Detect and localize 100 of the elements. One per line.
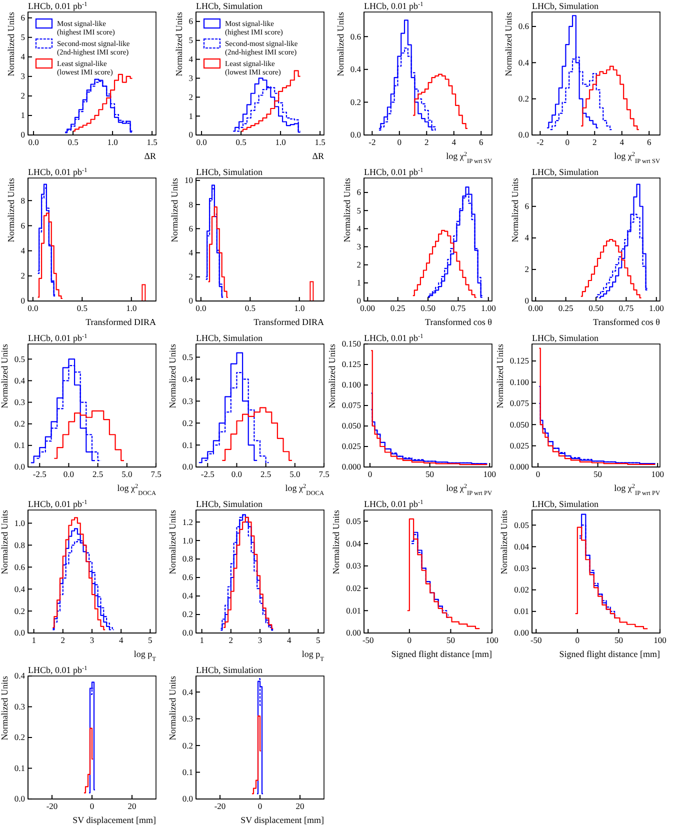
x-tick-label: 1 xyxy=(32,635,36,646)
x-axis-title: Signed flight distance [mm] xyxy=(559,649,660,659)
y-tick-label: 0.4 xyxy=(518,57,530,68)
y-tick-label: 0.000 xyxy=(510,462,529,472)
y-axis-title: Normalized Units xyxy=(499,510,510,574)
x-tick-label: 0.0 xyxy=(196,137,207,148)
y-tick-label: 2 xyxy=(188,92,193,102)
x-tick-label: 1.5 xyxy=(146,137,158,148)
y-tick-label: 6 xyxy=(20,220,25,230)
y-tick-label: 0.0 xyxy=(14,628,25,638)
x-tick-label: -50 xyxy=(362,635,374,646)
x-tick-label: 50 xyxy=(614,635,623,646)
y-tick-label: 0.2 xyxy=(182,609,193,620)
y-tick-label: 6 xyxy=(524,201,529,212)
y-axis-title: Normalized Units xyxy=(170,178,180,242)
x-tick-label: 0.25 xyxy=(558,303,574,314)
x-tick-label: 0.75 xyxy=(618,303,634,314)
chart-title: LHCb, 0.01 pb$^{-1}$ xyxy=(364,498,424,509)
x-tick-label: 0.0 xyxy=(28,137,39,148)
x-tick-label: 6 xyxy=(646,137,652,148)
x-axis-title: log p$_{T}$ xyxy=(134,649,156,662)
x-tick-label: 100 xyxy=(483,469,496,480)
x-tick-label: 1.0 xyxy=(294,303,305,314)
y-tick-label: 0.4 xyxy=(14,375,26,386)
y-axis-title: Normalized Units xyxy=(0,510,10,574)
x-tick-label: 2.5 xyxy=(92,469,104,480)
x-tick-label: 4 xyxy=(620,137,625,148)
y-tick-label: 0.125 xyxy=(510,356,529,366)
x-tick-label: 0.5 xyxy=(76,303,88,314)
x-tick-label: 0.0 xyxy=(63,469,74,480)
y-tick-label: 5 xyxy=(20,32,25,42)
y-tick-label: 3 xyxy=(356,241,361,252)
x-tick-label: 0 xyxy=(90,801,94,812)
y-tick-label: 1.0 xyxy=(14,518,25,528)
y-tick-label: 0.3 xyxy=(14,396,25,407)
y-tick-label: 2 xyxy=(20,270,25,281)
y-axis-title: Normalized Units xyxy=(167,676,178,740)
chart-title: LHCb, 0.01 pb$^{-1}$ xyxy=(364,332,424,343)
y-tick-label: 5 xyxy=(356,205,361,216)
y-tick-label: 0.00 xyxy=(514,628,529,638)
x-tick-label: 2 xyxy=(60,635,66,646)
y-tick-label: 0.8 xyxy=(14,540,25,550)
y-tick-label: 0.4 xyxy=(14,670,26,681)
y-tick-label: 4 xyxy=(188,247,194,258)
x-tick-label: 0.50 xyxy=(588,303,604,314)
y-tick-label: 8 xyxy=(20,195,25,206)
y-tick-label: 0.100 xyxy=(510,376,529,387)
x-axis-title: Transformed cos θ xyxy=(593,317,660,327)
chart-title: LHCb, 0.01 pb$^{-1}$ xyxy=(28,664,88,675)
y-tick-label: 0.6 xyxy=(182,572,193,582)
x-axis-title: Transformed cos θ xyxy=(425,317,492,327)
y-tick-label: 2 xyxy=(188,272,193,282)
y-tick-label: 0.05 xyxy=(514,520,529,530)
y-axis-title: Normalized Units xyxy=(6,12,16,76)
y-tick-label: 2 xyxy=(524,264,529,274)
y-tick-label: 2 xyxy=(356,260,361,270)
x-tick-label: -20 xyxy=(214,801,226,812)
x-axis-title: log p$_{T}$ xyxy=(302,649,324,662)
x-tick-label: 20 xyxy=(296,801,304,812)
y-tick-label: 2 xyxy=(20,90,25,101)
x-tick-label: 0.50 xyxy=(420,303,436,314)
x-tick-label: 1 xyxy=(200,635,204,646)
x-tick-label: 2 xyxy=(424,137,429,148)
y-tick-label: 0.3 xyxy=(182,714,193,724)
x-tick-label: 0.25 xyxy=(390,303,406,314)
y-tick-label: 0.4 xyxy=(182,686,194,697)
y-tick-label: 1 xyxy=(20,110,25,120)
y-tick-label: 0.04 xyxy=(514,541,530,552)
y-tick-label: 0.0 xyxy=(518,130,529,140)
y-tick-label: 3 xyxy=(20,71,25,82)
x-tick-label: 4 xyxy=(452,137,457,148)
x-tick-label: 0.75 xyxy=(450,303,466,314)
y-tick-label: 0.0 xyxy=(182,794,193,804)
y-tick-label: 4 xyxy=(524,232,530,243)
chart-title: LHCb, Simulation xyxy=(196,665,263,675)
x-tick-label: 20 xyxy=(128,801,136,812)
x-tick-label: 3 xyxy=(90,635,94,646)
y-axis-title: Normalized Units xyxy=(335,12,346,76)
y-tick-label: 0.5 xyxy=(182,352,193,362)
y-tick-label: 0.025 xyxy=(510,440,529,451)
x-axis-title: ΔR xyxy=(312,151,324,161)
y-tick-label: 0.00 xyxy=(346,628,361,638)
x-tick-label: 3 xyxy=(258,635,262,646)
x-tick-label: 2 xyxy=(228,635,234,646)
x-tick-label: 5 xyxy=(316,635,320,646)
y-tick-label: 0.1 xyxy=(14,762,25,773)
y-tick-label: 0.1 xyxy=(14,440,25,450)
y-tick-label: 0.1 xyxy=(182,766,193,777)
y-tick-label: 0.125 xyxy=(342,359,361,370)
y-tick-label: 1 xyxy=(356,278,361,288)
y-tick-label: 0.100 xyxy=(342,380,361,390)
y-tick-label: 0.05 xyxy=(346,516,361,526)
x-tick-label: 50 xyxy=(446,635,455,646)
y-tick-label: 0.4 xyxy=(182,374,194,384)
x-tick-label: 0 xyxy=(397,137,402,148)
x-tick-label: 100 xyxy=(651,469,664,480)
y-tick-label: 0.04 xyxy=(346,538,362,548)
y-tick-label: 0.8 xyxy=(182,554,193,564)
y-tick-label: 0 xyxy=(188,130,193,140)
y-tick-label: 6 xyxy=(188,223,193,234)
